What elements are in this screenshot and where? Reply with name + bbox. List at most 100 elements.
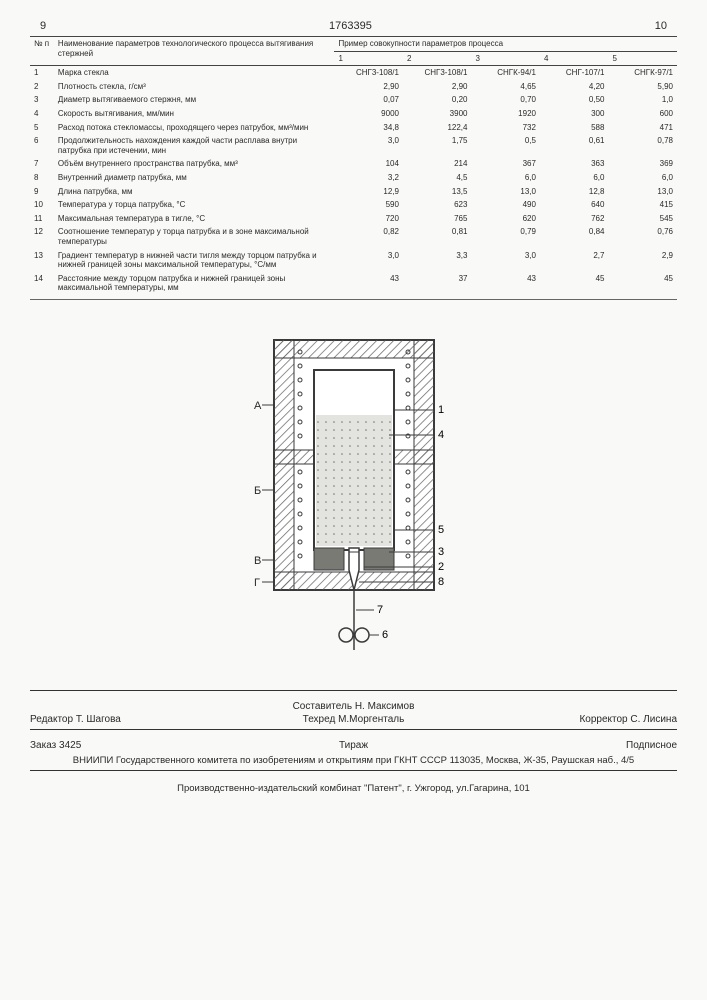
parameters-table: № п Наименование параметров технологичес…	[30, 36, 677, 295]
cell-value: 13,0	[608, 185, 677, 199]
sostav-name: Н. Максимов	[355, 701, 415, 712]
cell-n: 3	[30, 93, 54, 107]
cell-value: 4,5	[403, 171, 472, 185]
table-row: 7Объём внутреннего пространства патрубка…	[30, 157, 677, 171]
table-row: 11Максимальная температура в тигле, °С72…	[30, 212, 677, 226]
cell-value: 122,4	[403, 121, 472, 135]
podpisnoe: Подписное	[461, 740, 677, 751]
callout-1: 1	[438, 404, 444, 416]
cell-value: 762	[540, 212, 609, 226]
th-name: Наименование параметров технологического…	[54, 37, 335, 66]
credits-block: Составитель Н. Максимов Редактор Т. Шаго…	[30, 701, 677, 725]
cell-value: 104	[334, 157, 403, 171]
zone-g: Г	[254, 577, 260, 589]
cell-value: 0,5	[471, 134, 540, 157]
cell-value: СНГК-94/1	[471, 66, 540, 80]
cell-value: 640	[540, 198, 609, 212]
cell-name: Плотность стекла, г/см³	[54, 80, 335, 94]
editor-label: Редактор	[30, 714, 73, 725]
patent-number: 1763395	[46, 20, 655, 32]
footer-rule-2	[30, 729, 677, 730]
cell-name: Длина патрубка, мм	[54, 185, 335, 199]
cell-value: 588	[540, 121, 609, 135]
th-np: № п	[30, 37, 54, 66]
table-row: 3Диаметр вытягиваемого стержня, мм0,070,…	[30, 93, 677, 107]
editor-name: Т. Шагова	[76, 714, 121, 725]
callout-3: 3	[438, 546, 444, 558]
cell-n: 5	[30, 121, 54, 135]
cell-n: 8	[30, 171, 54, 185]
cell-value: 37	[403, 272, 472, 295]
cell-value: 6,0	[540, 171, 609, 185]
cell-value: 3,0	[334, 134, 403, 157]
cell-value: 43	[471, 272, 540, 295]
cell-value: 5,90	[608, 80, 677, 94]
cell-value: 3,0	[334, 249, 403, 272]
table-row: 14Расстояние между торцом патрубка и ниж…	[30, 272, 677, 295]
table-row: 4Скорость вытягивания, мм/мин90003900192…	[30, 107, 677, 121]
cell-value: 214	[403, 157, 472, 171]
cell-n: 7	[30, 157, 54, 171]
cell-name: Градиент температур в нижней части тигля…	[54, 249, 335, 272]
cell-n: 4	[30, 107, 54, 121]
cell-value: 600	[608, 107, 677, 121]
callout-8: 8	[438, 576, 444, 588]
cell-value: 415	[608, 198, 677, 212]
cell-value: 620	[471, 212, 540, 226]
cell-value: 1,75	[403, 134, 472, 157]
table-row: 2Плотность стекла, г/см³2,902,904,654,20…	[30, 80, 677, 94]
cell-value: 0,82	[334, 225, 403, 248]
cell-n: 10	[30, 198, 54, 212]
table-row: 8Внутренний диаметр патрубка, мм3,24,5 6,…	[30, 171, 677, 185]
cell-name: Температура у торца патрубка, °С	[54, 198, 335, 212]
cell-name: Максимальная температура в тигле, °С	[54, 212, 335, 226]
th-col: 1	[334, 51, 403, 66]
table-row: 9Длина патрубка, мм12,913,513,012,813,0	[30, 185, 677, 199]
cell-value: 2,9	[608, 249, 677, 272]
cell-value: 0,78	[608, 134, 677, 157]
cell-value: 0,61	[540, 134, 609, 157]
cell-value: 490	[471, 198, 540, 212]
corr-name: С. Лисина	[630, 714, 677, 725]
cell-n: 11	[30, 212, 54, 226]
cell-n: 9	[30, 185, 54, 199]
cell-value: 0,84	[540, 225, 609, 248]
cell-value: 3,2	[334, 171, 403, 185]
footer-rule-1	[30, 690, 677, 691]
apparatus-diagram: А Б В Г 1 4 5 3 2 8 7 6	[234, 330, 474, 660]
th-col: 4	[540, 51, 609, 66]
cell-n: 1	[30, 66, 54, 80]
cell-n: 12	[30, 225, 54, 248]
cell-value: 545	[608, 212, 677, 226]
table-row: 6Продолжительность нахождения каждой час…	[30, 134, 677, 157]
cell-value: 0,76	[608, 225, 677, 248]
cell-value: 0,50	[540, 93, 609, 107]
footer-rule-3	[30, 770, 677, 771]
cell-value: 363	[540, 157, 609, 171]
cell-value: 367	[471, 157, 540, 171]
table-row: 1Марка стеклаСНГ3-108/1СНГ3-108/1СНГК-94…	[30, 66, 677, 80]
tirazh: Тираж	[246, 740, 462, 751]
cell-value: 720	[334, 212, 403, 226]
cell-value: 45	[608, 272, 677, 295]
zone-v: В	[254, 555, 261, 567]
cell-name: Диаметр вытягиваемого стержня, мм	[54, 93, 335, 107]
cell-n: 2	[30, 80, 54, 94]
cell-name: Внутренний диаметр патрубка, мм	[54, 171, 335, 185]
cell-value: 12,9	[334, 185, 403, 199]
corr-label: Корректор	[579, 714, 627, 725]
page-header: 9 1763395 10	[30, 20, 677, 32]
callout-4: 4	[438, 429, 444, 441]
cell-value: 4,20	[540, 80, 609, 94]
cell-value: 0,81	[403, 225, 472, 248]
cell-n: 6	[30, 134, 54, 157]
cell-value: 2,7	[540, 249, 609, 272]
th-col: 5	[608, 51, 677, 66]
cell-value: 45	[540, 272, 609, 295]
table-row: 5Расход потока стекломассы, проходящего …	[30, 121, 677, 135]
cell-name: Марка стекла	[54, 66, 335, 80]
cell-value: СНГ3-108/1	[403, 66, 472, 80]
zone-b: Б	[254, 485, 261, 497]
order-row: Заказ 3425 Тираж Подписное	[30, 740, 677, 751]
table-row: 13Градиент температур в нижней части тиг…	[30, 249, 677, 272]
